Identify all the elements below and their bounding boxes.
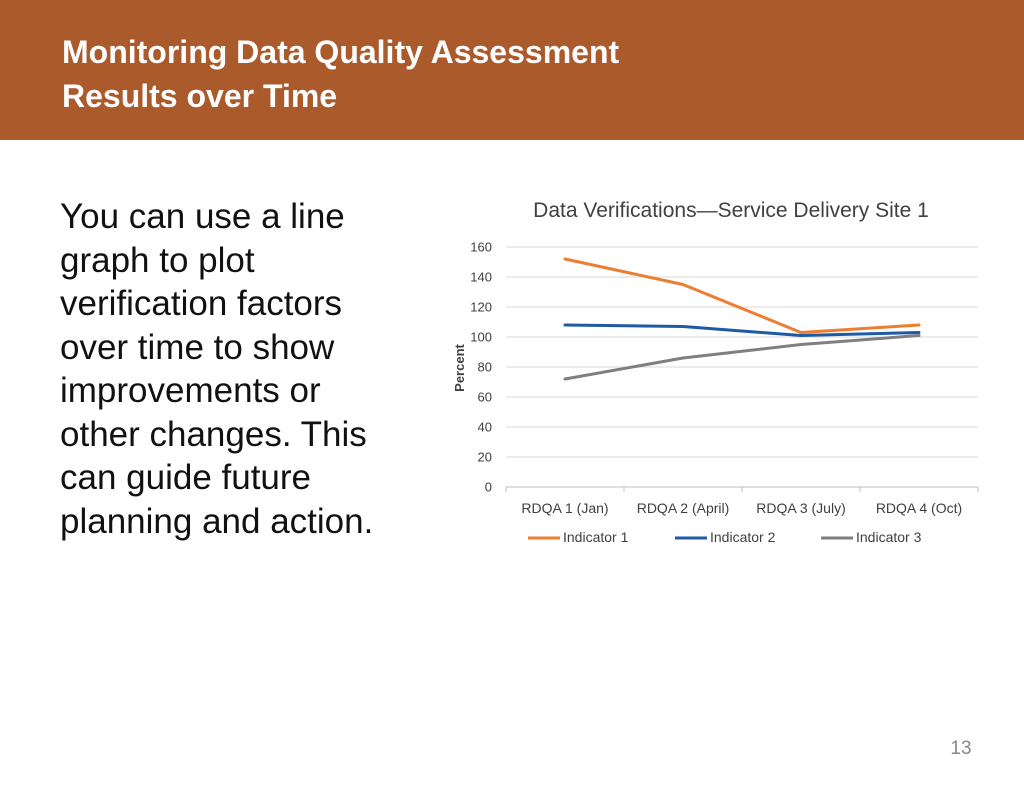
- series-line-indicator-2: [563, 323, 921, 337]
- y-tick-label: 80: [478, 360, 492, 375]
- y-tick-label: 0: [485, 480, 492, 495]
- x-category-label: RDQA 1 (Jan): [521, 500, 608, 516]
- y-tick-label: 20: [478, 450, 492, 465]
- chart-title: Data Verifications—Service Delivery Site…: [533, 199, 929, 222]
- y-tick-label: 140: [470, 270, 492, 285]
- y-axis-label: Percent: [452, 343, 467, 391]
- line-chart: Data Verifications—Service Delivery Site…: [452, 199, 979, 545]
- x-category-label: RDQA 2 (April): [637, 500, 730, 516]
- y-tick-label: 60: [478, 390, 492, 405]
- slide-title-line-2: Results over Time: [62, 78, 338, 114]
- y-tick-label: 120: [470, 300, 492, 315]
- title-banner: Monitoring Data Quality Assessment Resul…: [0, 0, 1024, 140]
- legend-label: Indicator 2: [710, 529, 776, 545]
- x-category-label: RDQA 3 (July): [756, 500, 845, 516]
- gridlines: [505, 246, 979, 492]
- x-axis-categories: RDQA 1 (Jan) RDQA 2 (April) RDQA 3 (July) R…: [521, 500, 962, 516]
- y-tick-label: 160: [470, 240, 492, 255]
- y-tick-label: 100: [470, 330, 492, 345]
- legend-label: Indicator 3: [856, 529, 922, 545]
- legend-label: Indicator 1: [563, 529, 629, 545]
- series-lines: [563, 257, 921, 381]
- y-tick-label: 40: [478, 420, 492, 435]
- slide-title-line-1: Monitoring Data Quality Assessment: [62, 34, 620, 70]
- y-axis-ticks: 0 20 40 60 80 100 120 140 160: [470, 240, 492, 495]
- body-text: You can use a line graph to plot verific…: [60, 197, 374, 541]
- legend: Indicator 1 Indicator 2 Indicator 3: [528, 529, 922, 545]
- slide-title: Monitoring Data Quality Assessment Resul…: [62, 30, 762, 118]
- x-category-label: RDQA 4 (Oct): [876, 500, 962, 516]
- series-line-indicator-1: [563, 257, 921, 334]
- series-line-indicator-3: [563, 334, 921, 381]
- page-number: 13: [950, 738, 972, 759]
